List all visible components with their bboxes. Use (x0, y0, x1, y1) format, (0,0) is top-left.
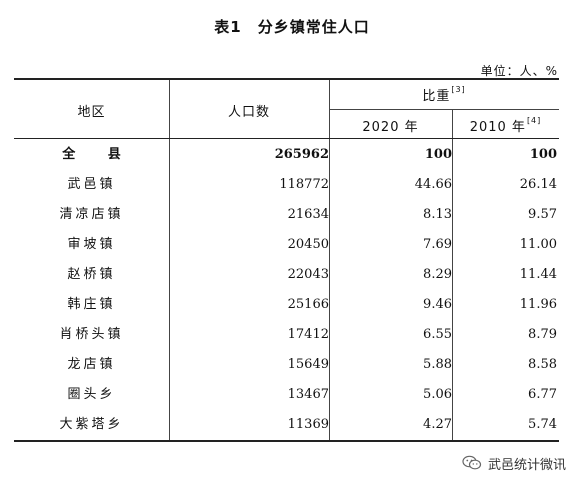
body-divider-years (452, 139, 453, 440)
table-bottom-rule (14, 440, 559, 442)
table-row: 赵桥镇 22043 8.29 11.44 (14, 260, 558, 290)
header-year-2010-note: [4] (526, 116, 542, 125)
cell-population: 20450 (287, 237, 329, 252)
header-proportion-note: [3] (451, 85, 466, 94)
cell-population: 15649 (287, 357, 329, 372)
cell-2010: 11.96 (519, 297, 557, 312)
cell-population: 118772 (279, 177, 329, 192)
cell-region: 圈头乡 (67, 387, 116, 402)
cell-2020: 7.69 (423, 237, 452, 252)
cell-region: 韩庄镇 (67, 297, 116, 312)
cell-region: 全 县 (62, 147, 135, 162)
table-title: 表1 分乡镇常住人口 (214, 18, 370, 36)
cell-population: 25166 (287, 297, 329, 312)
cell-2020: 6.55 (423, 327, 452, 342)
header-proportion-label: 比重 (422, 89, 451, 104)
cell-2010: 26.14 (519, 177, 557, 192)
cell-2010: 8.79 (528, 327, 557, 342)
cell-2020: 4.27 (423, 417, 452, 432)
cell-region: 赵桥镇 (67, 267, 116, 282)
table-row: 肖桥头镇 17412 6.55 8.79 (14, 320, 558, 350)
cell-region: 大紫塔乡 (59, 417, 124, 432)
cell-population: 17412 (287, 327, 329, 342)
cell-region: 武邑镇 (67, 177, 116, 192)
header-year-2020: 2020 年 (362, 120, 419, 135)
cell-2010: 11.44 (519, 267, 557, 282)
cell-population: 265962 (274, 147, 329, 162)
cell-region: 审坡镇 (67, 237, 116, 252)
table-row: 韩庄镇 25166 9.46 11.96 (14, 290, 558, 320)
cell-2010: 100 (529, 147, 557, 162)
unit-label: 单位：人、% (480, 64, 558, 78)
cell-population: 21634 (287, 207, 329, 222)
table-row: 大紫塔乡 11369 4.27 5.74 (14, 410, 558, 440)
cell-2020: 5.06 (423, 387, 452, 402)
header-year-2010: 2010 年[4] (452, 116, 559, 135)
table-row: 审坡镇 20450 7.69 11.00 (14, 230, 558, 260)
header-bottom-rule (14, 138, 559, 139)
cell-2010: 6.77 (528, 387, 557, 402)
cell-2010: 11.00 (519, 237, 557, 252)
header-region: 地区 (77, 105, 106, 120)
header-proportion-split (329, 109, 559, 110)
cell-region: 肖桥头镇 (59, 327, 124, 342)
table-row: 清凉店镇 21634 8.13 9.57 (14, 200, 558, 230)
table-top-rule (14, 78, 559, 80)
cell-region: 龙店镇 (67, 357, 116, 372)
cell-2020: 8.29 (423, 267, 452, 282)
cell-2020: 5.88 (423, 357, 452, 372)
cell-population: 13467 (287, 387, 329, 402)
table-row-total: 全 县 265962 100 100 (14, 140, 558, 170)
header-divider-region (169, 80, 170, 138)
header-year-2010-label: 2010 年 (469, 120, 526, 135)
cell-population: 11369 (287, 417, 329, 432)
header-population: 人口数 (227, 105, 270, 120)
body-divider-population (329, 139, 330, 440)
wechat-icon (462, 455, 482, 471)
cell-2010: 9.57 (528, 207, 557, 222)
header-divider-years (452, 109, 453, 138)
source-watermark: 武邑统计微讯 (462, 452, 566, 474)
cell-2020: 44.66 (414, 177, 452, 192)
cell-2010: 8.58 (528, 357, 557, 372)
watermark-text: 武邑统计微讯 (487, 457, 566, 473)
cell-2020: 100 (424, 147, 452, 162)
cell-2020: 8.13 (423, 207, 452, 222)
table-row: 武邑镇 118772 44.66 26.14 (14, 170, 558, 200)
table-row: 圈头乡 13467 5.06 6.77 (14, 380, 558, 410)
cell-region: 清凉店镇 (59, 207, 124, 222)
table-row: 龙店镇 15649 5.88 8.58 (14, 350, 558, 380)
body-divider-region (169, 139, 170, 440)
cell-2020: 9.46 (423, 297, 452, 312)
cell-2010: 5.74 (528, 417, 557, 432)
cell-population: 22043 (287, 267, 329, 282)
header-proportion: 比重[3] (329, 85, 559, 104)
